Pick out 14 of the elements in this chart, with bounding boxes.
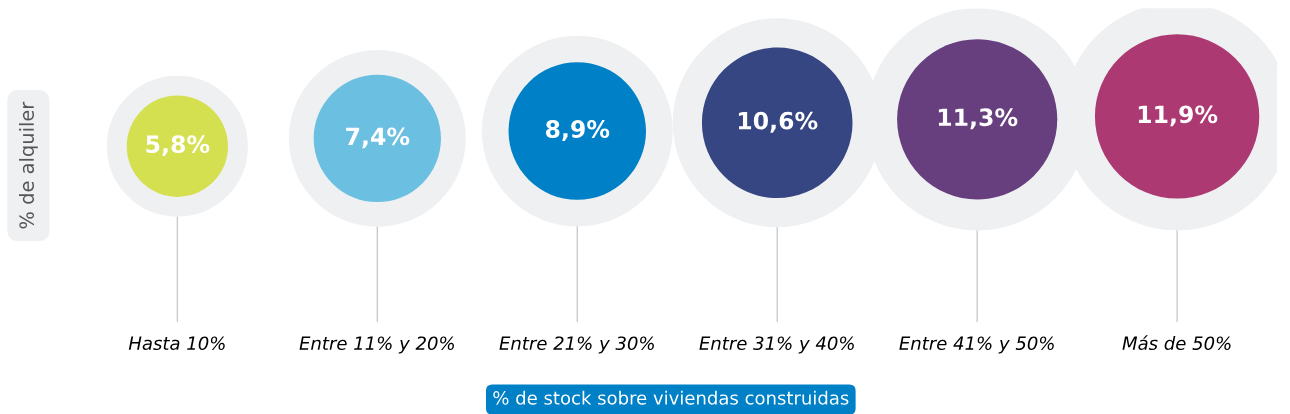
x-tick-label: Hasta 10% xyxy=(128,336,225,351)
x-tick-label: Entre 21% y 30% xyxy=(499,336,654,354)
data-label: 11,3% xyxy=(938,108,1018,130)
x-tick-label: Entre 31% y 40% xyxy=(699,336,854,354)
data-label: 11,9% xyxy=(1138,105,1218,127)
x-tick-label: Entre 41% y 50% xyxy=(899,336,1054,354)
x-tick-label: Entre 11% y 20% xyxy=(299,336,454,354)
y-axis-title: % de alquiler xyxy=(18,101,38,229)
data-label: 5,8% xyxy=(146,135,210,157)
data-label: 7,4% xyxy=(346,127,410,149)
x-tick-label: Más de 50% xyxy=(1122,335,1231,351)
data-label: 10,6% xyxy=(738,111,818,133)
x-axis-title: % de stock sobre viviendas construidas xyxy=(493,390,849,405)
data-label: 8,9% xyxy=(545,120,610,141)
